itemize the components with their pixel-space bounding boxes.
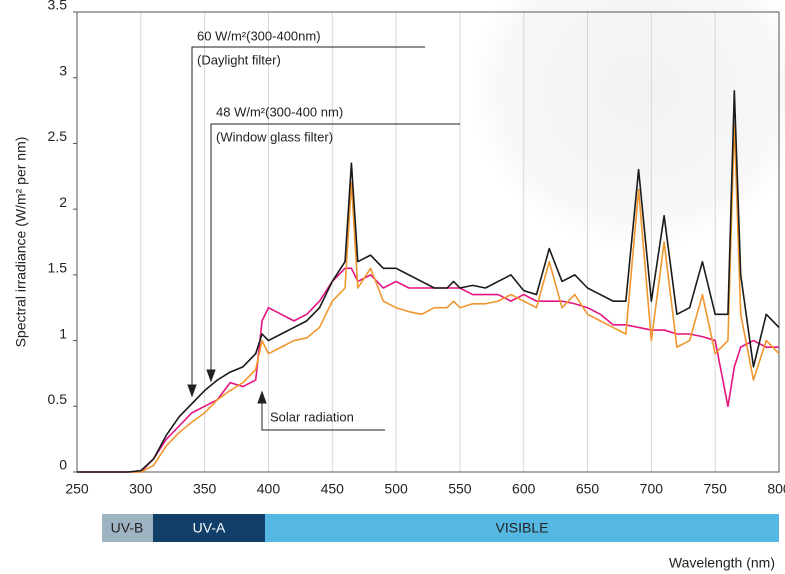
band — [265, 514, 779, 542]
annotation: (Window glass filter) — [216, 129, 333, 144]
band-label: VISIBLE — [496, 520, 549, 536]
annotation: 48 W/m²(300-400 nm) — [216, 104, 343, 119]
y-axis-label: Spectral irradiance (W/m² per nm) — [13, 137, 29, 348]
band-label: UV-A — [193, 520, 226, 536]
plot-frame — [76, 11, 780, 473]
x-tick-label: 500 — [384, 481, 408, 497]
series-line — [77, 122, 780, 473]
x-tick-label: 700 — [640, 481, 664, 497]
x-axis-label: Wavelength (nm) — [669, 555, 775, 571]
annotation: (Daylight filter) — [197, 52, 281, 67]
y-tick-label: 3 — [59, 62, 67, 78]
y-tick-label: 3.5 — [48, 0, 68, 13]
series-line — [77, 90, 780, 473]
background-decoration — [470, 0, 785, 250]
x-tick-label: 800 — [767, 481, 785, 497]
y-tick-label: 1.5 — [48, 260, 68, 276]
x-tick-label: 300 — [129, 481, 153, 497]
annotation: Solar radiation — [270, 409, 354, 424]
annotation-leaders — [187, 46, 460, 431]
band-label: UV-B — [111, 520, 144, 536]
x-tick-label: 750 — [704, 481, 728, 497]
band — [153, 514, 265, 542]
series-line — [77, 267, 779, 473]
x-tick-label: 250 — [65, 481, 89, 497]
x-tick-label: 650 — [576, 481, 600, 497]
y-tick-label: 0 — [59, 457, 67, 473]
y-tick-label: 0.5 — [48, 391, 68, 407]
y-tick-label: 2.5 — [48, 128, 68, 144]
y-tick-label: 1 — [59, 325, 67, 341]
x-tick-label: 350 — [193, 481, 217, 497]
x-tick-label: 550 — [448, 481, 472, 497]
x-tick-label: 600 — [512, 481, 536, 497]
y-tick-label: 2 — [59, 194, 67, 210]
annotation: 60 W/m²(300-400nm) — [197, 28, 321, 43]
band — [102, 514, 153, 542]
x-tick-label: 450 — [321, 481, 345, 497]
x-tick-label: 400 — [257, 481, 281, 497]
